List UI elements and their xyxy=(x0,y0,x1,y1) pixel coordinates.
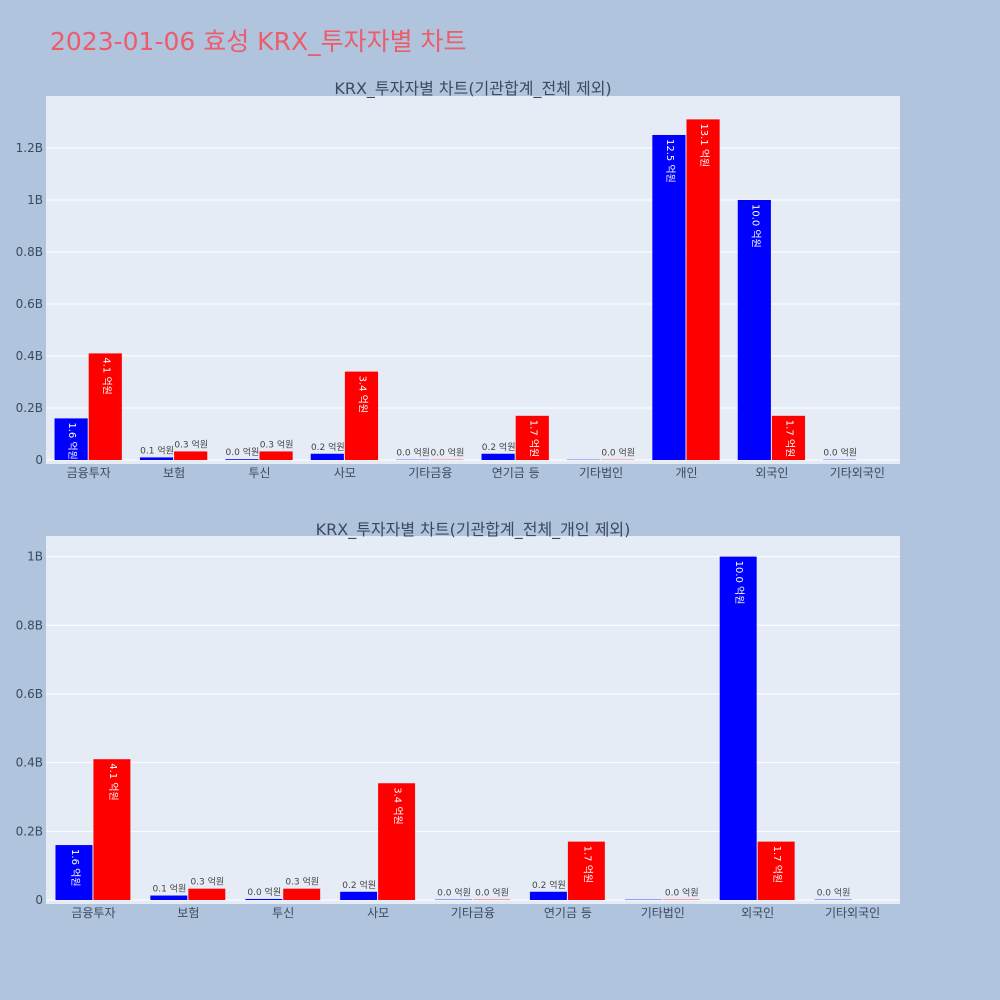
data-label: 0.0 억원 xyxy=(823,447,857,459)
data-label: 3.4 억원 xyxy=(392,787,404,824)
bar-series_a xyxy=(481,453,515,460)
data-label: 0.0 억원 xyxy=(431,447,465,459)
data-label: 10.0 억원 xyxy=(733,561,745,605)
bar-series_a xyxy=(652,135,686,460)
x-tick-label: 기타법인 xyxy=(641,906,685,920)
bar-series_b xyxy=(93,759,131,900)
data-label: 1.7 억원 xyxy=(783,420,795,457)
bar-series_b xyxy=(378,783,416,900)
bar-series_b xyxy=(283,888,321,900)
chart-title: KRX_투자자별 차트(기관합계_전체 제외) xyxy=(334,79,611,99)
bar-series_a xyxy=(139,457,174,460)
data-label: 0.1 억원 xyxy=(140,444,174,456)
x-tick-label: 연기금 등 xyxy=(492,466,540,480)
data-label: 1.6 억원 xyxy=(69,849,81,886)
data-label: 10.0 억원 xyxy=(749,204,761,248)
x-tick-label: 기타외국인 xyxy=(830,466,885,480)
data-label: 0.0 억원 xyxy=(226,446,260,458)
y-tick-label: 1B xyxy=(27,550,43,564)
x-tick-label: 보험 xyxy=(177,906,199,920)
bar-series_b xyxy=(88,353,122,460)
data-label: 13.1 억원 xyxy=(698,123,710,167)
x-tick-label: 개인 xyxy=(675,466,697,480)
x-tick-label: 기타외국인 xyxy=(825,906,880,920)
chart-title: KRX_투자자별 차트(기관합계_전체_개인 제외) xyxy=(316,520,631,540)
y-tick-label: 0.6B xyxy=(16,297,43,311)
bar-series_a xyxy=(529,891,567,900)
data-label: 3.4 억원 xyxy=(356,376,368,413)
data-label: 1.7 억원 xyxy=(527,420,539,457)
data-label: 0.0 억원 xyxy=(437,887,471,899)
data-label: 1.7 억원 xyxy=(581,846,593,883)
bar-series_b xyxy=(757,841,795,900)
x-tick-label: 금융투자 xyxy=(71,906,115,920)
bar-series_b xyxy=(259,451,293,460)
data-label: 0.3 억원 xyxy=(190,876,224,888)
bar-series_a xyxy=(340,891,378,900)
data-label: 0.0 억원 xyxy=(665,887,699,899)
y-tick-label: 0.8B xyxy=(16,245,43,259)
y-tick-label: 0 xyxy=(35,453,43,467)
y-tick-label: 0.6B xyxy=(16,687,43,701)
data-label: 0.3 억원 xyxy=(260,438,294,450)
y-tick-label: 0.2B xyxy=(16,401,43,415)
data-label: 0.0 억원 xyxy=(817,887,851,899)
bar-series_a xyxy=(737,200,771,460)
x-tick-label: 기타금융 xyxy=(408,466,452,480)
bar-series_a xyxy=(225,459,259,460)
bar-series_a xyxy=(310,453,344,460)
data-label: 1.6 억원 xyxy=(66,422,78,459)
data-label: 4.1 억원 xyxy=(100,357,112,394)
data-label: 0.2 억원 xyxy=(482,441,516,453)
bar-series_b xyxy=(188,888,226,900)
bar-series_a xyxy=(150,895,188,900)
bar-series_a xyxy=(245,898,283,900)
x-tick-label: 사모 xyxy=(334,466,356,480)
data-label: 0.0 억원 xyxy=(601,447,635,459)
y-tick-label: 0.2B xyxy=(16,824,43,838)
y-tick-label: 0.4B xyxy=(16,756,43,770)
data-label: 0.1 억원 xyxy=(152,883,186,895)
bar-series_b xyxy=(686,119,720,461)
page-title: 2023-01-06 효성 KRX_투자자별 차트 xyxy=(50,27,467,56)
bar-series_b xyxy=(344,371,379,460)
data-label: 1.7 억원 xyxy=(771,846,783,883)
data-label: 0.0 억원 xyxy=(475,887,509,899)
bar-series_a xyxy=(55,845,93,900)
x-tick-label: 외국인 xyxy=(741,906,774,920)
x-tick-label: 보험 xyxy=(163,466,185,480)
y-tick-label: 0 xyxy=(35,893,43,907)
x-tick-label: 금융투자 xyxy=(67,466,111,480)
data-label: 0.0 억원 xyxy=(247,886,281,898)
x-tick-label: 외국인 xyxy=(755,466,788,480)
plot-area xyxy=(46,96,900,464)
bar-series_a xyxy=(54,418,88,460)
data-label: 0.2 억원 xyxy=(311,441,345,453)
bar-series_b xyxy=(771,415,806,460)
x-tick-label: 기타금융 xyxy=(451,906,495,920)
chart-2: 0 0.2B 0.4B 0.6B 0.8B 1B KRX_투자자별 차트(기관합계_전체_개… xyxy=(16,520,900,920)
y-tick-label: 1.2B xyxy=(16,141,43,155)
data-label: 0.0 억원 xyxy=(396,447,430,459)
x-tick-label: 사모 xyxy=(367,906,389,920)
y-tick-label: 0.4B xyxy=(16,349,43,363)
chart-1: 0 0.2B 0.4B 0.6B 0.8B 1B 1.2B KRX_투자자별 차트(기관합계_… xyxy=(16,79,900,480)
data-label: 12.5 억원 xyxy=(664,139,676,183)
data-label: 4.1 억원 xyxy=(107,763,119,800)
data-label: 0.2 억원 xyxy=(342,879,376,891)
data-label: 0.2 억원 xyxy=(532,879,566,891)
bar-series_a xyxy=(719,556,757,900)
x-tick-label: 투신 xyxy=(272,906,294,920)
data-label: 0.3 억원 xyxy=(174,438,208,450)
data-label: 0.3 억원 xyxy=(285,876,319,888)
x-tick-label: 투신 xyxy=(248,466,270,480)
bar-series_b xyxy=(515,415,549,460)
y-tick-label: 0.8B xyxy=(16,618,43,632)
bar-series_b xyxy=(567,841,605,900)
x-tick-label: 연기금 등 xyxy=(544,906,592,920)
y-tick-label: 1B xyxy=(27,193,43,207)
x-tick-label: 기타법인 xyxy=(579,466,623,480)
bar-series_b xyxy=(174,451,208,460)
